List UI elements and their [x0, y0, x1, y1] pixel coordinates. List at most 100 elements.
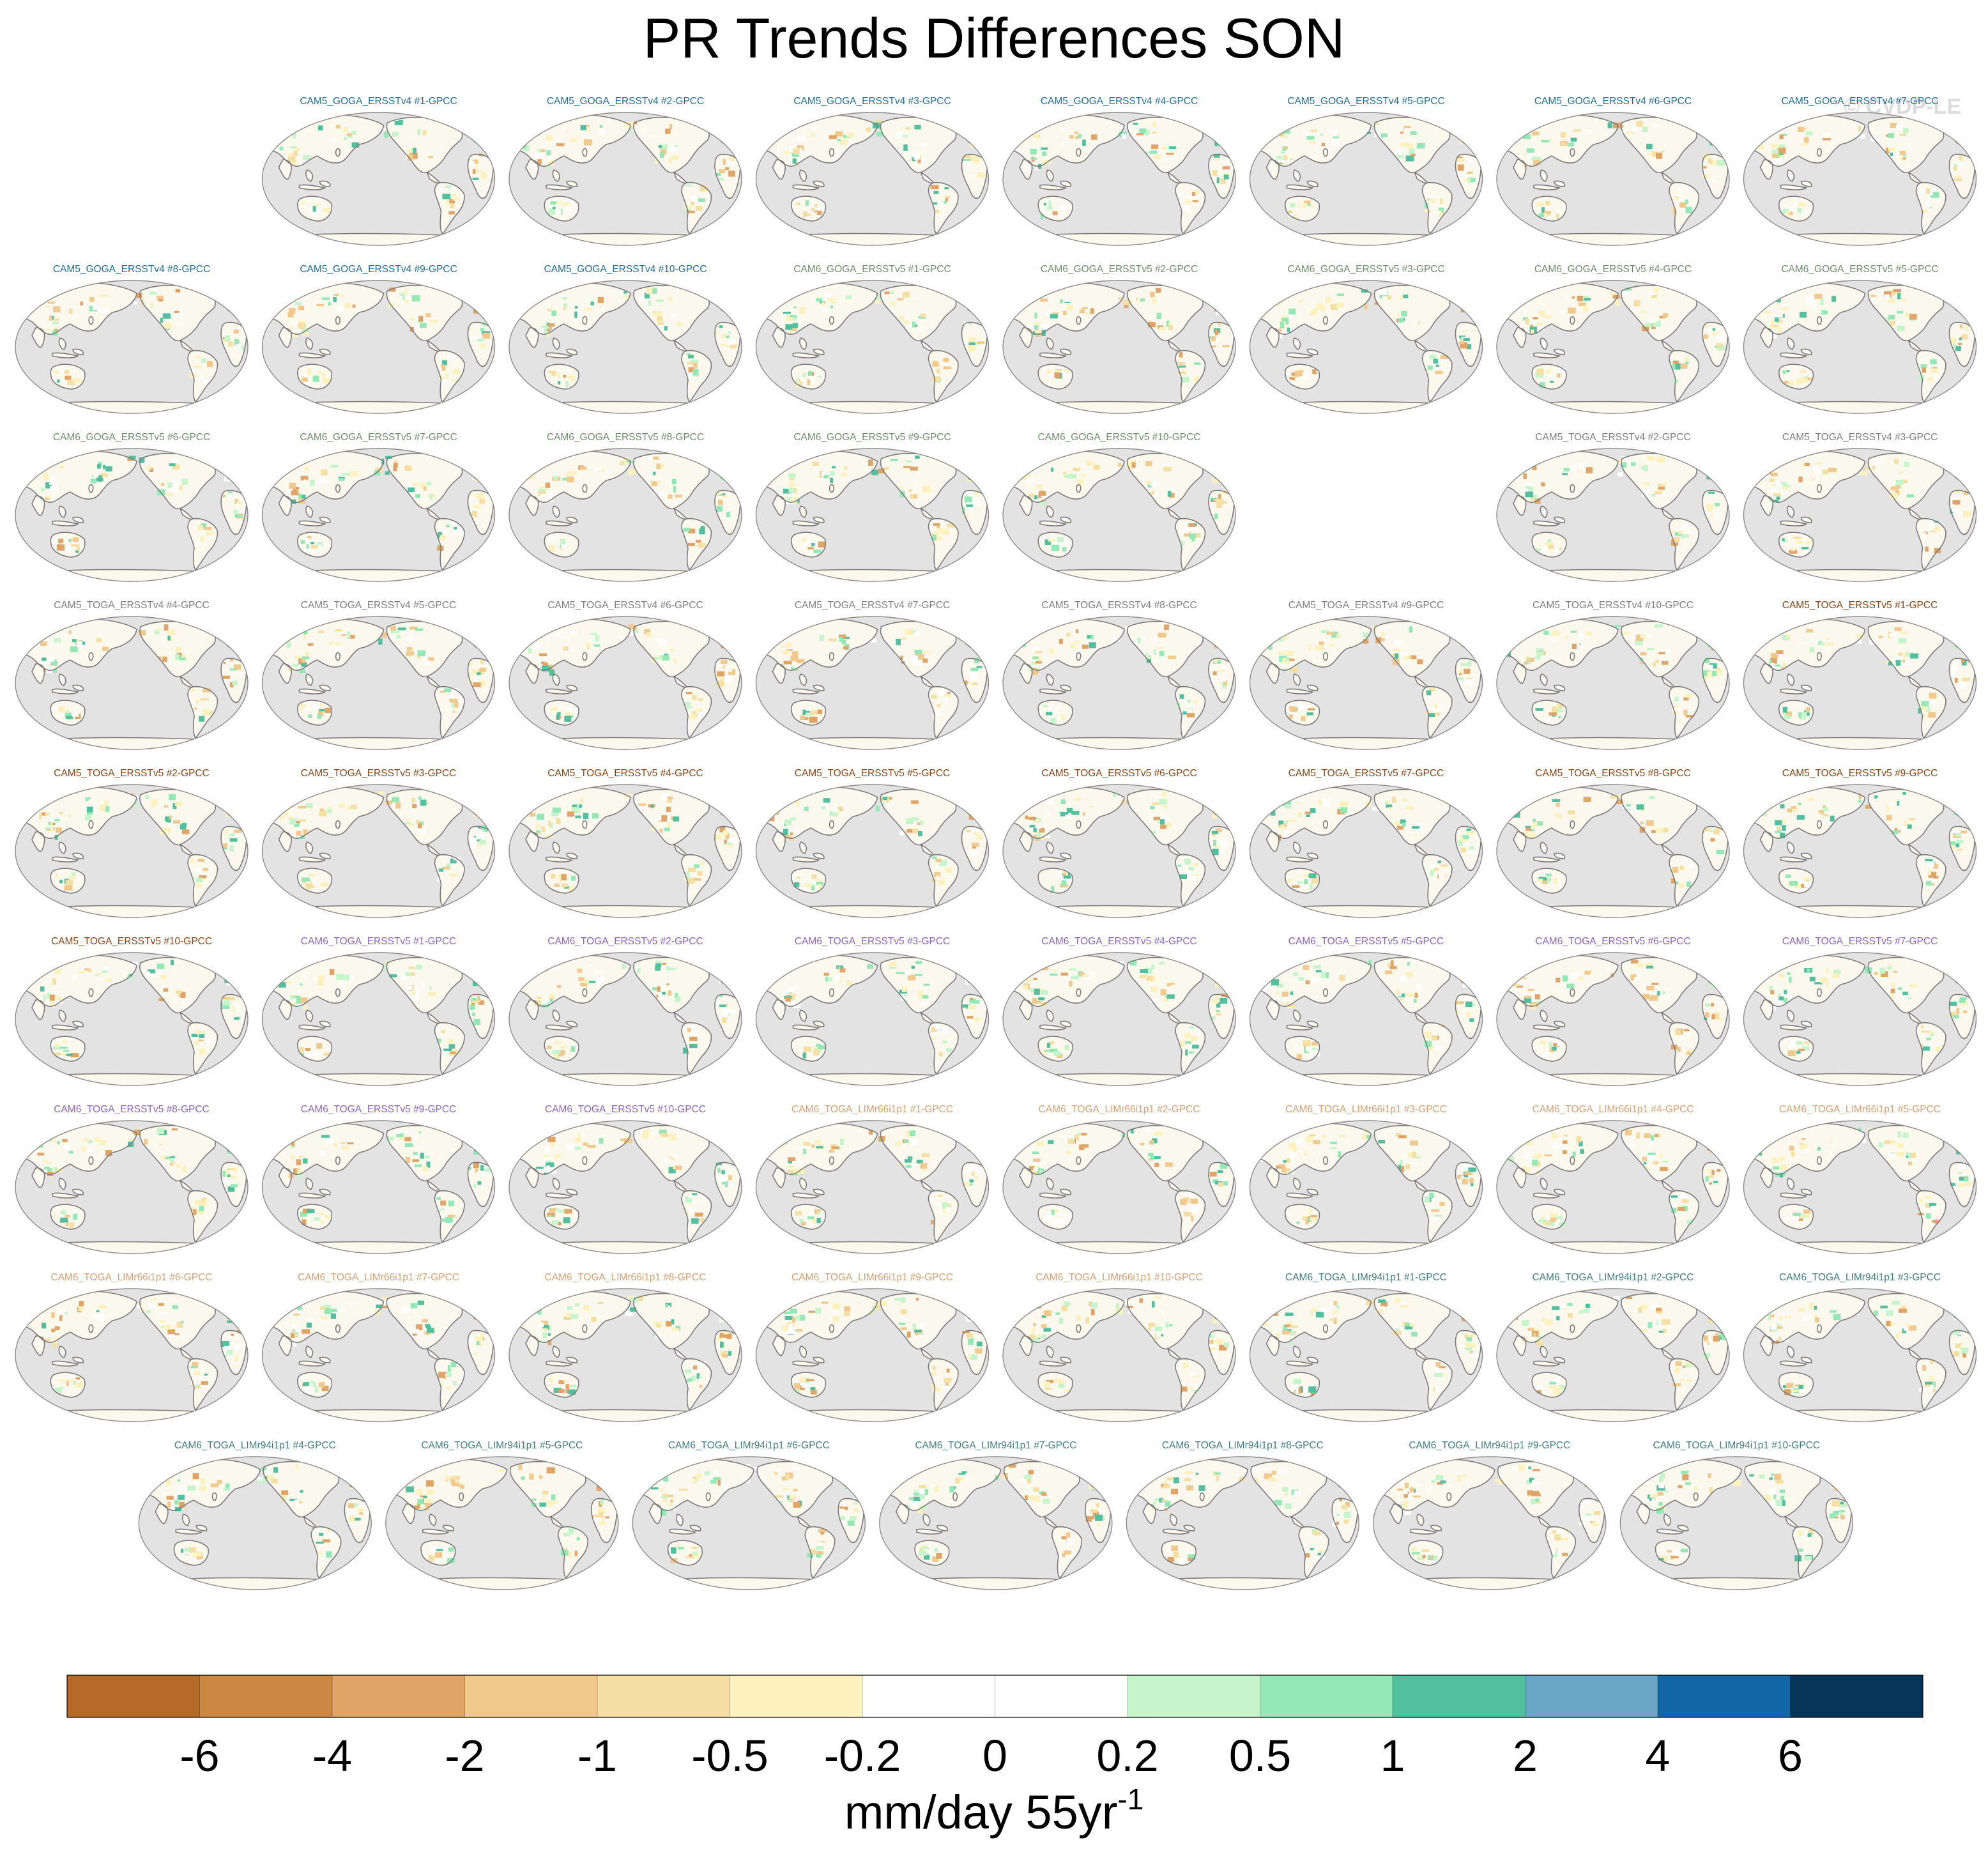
globe-outline	[1496, 952, 1730, 1086]
globe-outline	[1002, 952, 1236, 1086]
panel-label: CAM6_GOGA_ERSSTv5 #1-GPCC	[793, 264, 951, 275]
colorbar-tick-label: 4	[1646, 1731, 1671, 1781]
colorbar-box	[995, 1675, 1128, 1717]
globe-outline	[508, 616, 742, 750]
panel-label: CAM5_TOGA_ERSSTv4 #6-GPCC	[547, 600, 703, 611]
globe-outline	[1496, 616, 1730, 750]
trend-speckles	[756, 961, 984, 1059]
panel-label: CAM6_GOGA_ERSSTv5 #6-GPCC	[53, 432, 210, 443]
globe-outline	[1249, 952, 1483, 1086]
map-panel: CAM6_TOGA_LIMr94i1p1 #8-GPCC	[1126, 1440, 1360, 1590]
map-panel: CAM6_GOGA_ERSSTv5 #6-GPCC	[15, 432, 249, 582]
map-panel: CAM6_TOGA_LIMr66i1p1 #1-GPCC	[755, 1104, 990, 1254]
panel-label: CAM6_TOGA_LIMr66i1p1 #8-GPCC	[545, 1272, 707, 1283]
globe-outline	[261, 952, 496, 1086]
map-panel: CAM5_GOGA_ERSSTv4 #1-GPCC	[261, 96, 496, 246]
map-panel: CAM6_GOGA_ERSSTv5 #7-GPCC	[261, 432, 496, 582]
map-panel: CAM6_TOGA_ERSSTv5 #9-GPCC	[261, 1104, 496, 1254]
globe-outline	[15, 1120, 249, 1254]
trend-speckles	[265, 960, 489, 1057]
map-panel: CAM6_TOGA_LIMr94i1p1 #9-GPCC	[1373, 1440, 1607, 1590]
panel-label: CAM6_TOGA_ERSSTv5 #4-GPCC	[1041, 936, 1197, 947]
map-panel: CAM6_TOGA_ERSSTv5 #1-GPCC	[261, 936, 496, 1086]
map-panel: CAM6_GOGA_ERSSTv5 #9-GPCC	[755, 432, 990, 582]
panel-label: CAM5_TOGA_ERSSTv4 #7-GPCC	[795, 600, 950, 611]
panel-label: CAM6_TOGA_LIMr66i1p1 #3-GPCC	[1285, 1104, 1447, 1115]
globe-outline	[1743, 112, 1977, 246]
units-superscript: -1	[1117, 1783, 1143, 1816]
map-panel: CAM6_TOGA_LIMr66i1p1 #8-GPCC	[508, 1272, 742, 1422]
colorbar-tick-label: -0.2	[824, 1731, 901, 1781]
map-panel: CAM6_TOGA_ERSSTv5 #2-GPCC	[508, 936, 742, 1086]
panel-label: CAM6_TOGA_ERSSTv5 #1-GPCC	[301, 936, 456, 947]
globe-outline	[508, 1288, 742, 1422]
globe-outline	[261, 784, 496, 918]
globe-outline	[1249, 616, 1483, 750]
trend-speckles	[1126, 1467, 1353, 1562]
globe-outline	[261, 1120, 496, 1254]
trend-speckles	[1743, 123, 1971, 217]
globe-outline	[755, 952, 990, 1086]
globe-outline	[1249, 1288, 1483, 1422]
panel-label: CAM6_TOGA_ERSSTv5 #9-GPCC	[301, 1104, 456, 1115]
colorbar-box	[67, 1675, 200, 1717]
panel-label: CAM6_TOGA_LIMr66i1p1 #7-GPCC	[298, 1272, 459, 1283]
panel-label: CAM6_TOGA_LIMr94i1p1 #10-GPCC	[1653, 1440, 1820, 1451]
map-panel: CAM6_TOGA_ERSSTv5 #5-GPCC	[1249, 936, 1483, 1086]
panel-label: CAM5_GOGA_ERSSTv4 #5-GPCC	[1287, 96, 1444, 107]
globe-outline	[1496, 112, 1730, 246]
map-panel: CAM6_GOGA_ERSSTv5 #3-GPCC	[1249, 264, 1483, 414]
panel-label: CAM5_GOGA_ERSSTv4 #7-GPCC	[1781, 96, 1938, 107]
colorbar-tick-label: -2	[445, 1731, 484, 1781]
globe-outline	[1496, 1288, 1730, 1422]
map-panel: CAM6_TOGA_ERSSTv5 #3-GPCC	[755, 936, 990, 1086]
globe-outline	[1373, 1456, 1607, 1590]
globe-outline	[1002, 448, 1236, 582]
colorbar-box	[199, 1675, 333, 1717]
trend-speckles	[1022, 960, 1232, 1059]
globe-outline	[879, 1456, 1113, 1590]
panel-label: CAM6_TOGA_LIMr66i1p1 #1-GPCC	[791, 1104, 953, 1115]
panel-label: CAM6_TOGA_LIMr94i1p1 #1-GPCC	[1285, 1272, 1447, 1283]
panel-label: CAM5_TOGA_ERSSTv5 #6-GPCC	[1041, 768, 1197, 779]
map-panel: CAM6_TOGA_LIMr94i1p1 #7-GPCC	[879, 1440, 1113, 1590]
trend-speckles	[639, 1464, 862, 1563]
colorbar-tick-label: 2	[1513, 1731, 1538, 1781]
map-panel: CAM5_TOGA_ERSSTv4 #4-GPCC	[15, 600, 249, 750]
globe-outline	[508, 448, 742, 582]
globe-outline	[508, 280, 742, 414]
globe-outline	[508, 784, 742, 918]
globe-outline	[1249, 280, 1483, 414]
map-panel: CAM6_TOGA_LIMr66i1p1 #4-GPCC	[1496, 1104, 1730, 1254]
colorbar-boxes	[66, 1675, 1923, 1718]
map-panel: CAM6_TOGA_LIMr94i1p1 #6-GPCC	[632, 1440, 866, 1590]
panel-label: CAM6_TOGA_LIMr66i1p1 #5-GPCC	[1779, 1104, 1941, 1115]
globe-outline	[508, 952, 742, 1086]
globe-outline	[1496, 1120, 1730, 1254]
panel-label: CAM6_GOGA_ERSSTv5 #8-GPCC	[547, 432, 704, 443]
globe-outline	[138, 1456, 372, 1590]
globe-outline	[261, 1288, 496, 1422]
colorbar-tick-labels: -6 -4 -2 -1 -0.5 -0.2 0 0.2 0.5 1 2 4 6	[180, 1731, 1803, 1781]
globe-outline	[1002, 112, 1236, 246]
globe-outline	[1743, 616, 1977, 750]
map-panel: CAM5_GOGA_ERSSTv4 #3-GPCC	[755, 96, 990, 246]
panel-label: CAM6_GOGA_ERSSTv5 #9-GPCC	[793, 432, 951, 443]
map-panel: CAM6_TOGA_LIMr94i1p1 #4-GPCC	[138, 1440, 372, 1590]
panel-label: CAM6_GOGA_ERSSTv5 #4-GPCC	[1534, 264, 1692, 275]
colorbar-box	[1128, 1675, 1260, 1717]
map-panel: CAM6_TOGA_LIMr94i1p1 #2-GPCC	[1496, 1272, 1730, 1422]
panel-label: CAM5_TOGA_ERSSTv4 #4-GPCC	[54, 600, 209, 611]
globe-outline	[1743, 1120, 1977, 1254]
map-panel: CAM6_TOGA_LIMr66i1p1 #3-GPCC	[1249, 1104, 1483, 1254]
colorbar-box	[1260, 1675, 1393, 1717]
globe-outline	[261, 616, 496, 750]
map-panel: CAM5_GOGA_ERSSTv4 #4-GPCC	[1002, 96, 1236, 246]
colorbar: -6 -4 -2 -1 -0.5 -0.2 0 0.2 0.5 1 2 4 6 mm/day 55yr-…	[66, 1675, 1923, 1839]
globe-outline	[261, 112, 496, 246]
colorbar-box	[332, 1675, 465, 1717]
globe-outline	[1002, 784, 1236, 918]
colorbar-tick-label: -4	[312, 1731, 352, 1781]
map-panel: CAM5_GOGA_ERSSTv4 #7-GPCC	[1743, 96, 1977, 246]
map-panel: CAM6_GOGA_ERSSTv5 #10-GPCC	[1002, 432, 1236, 582]
